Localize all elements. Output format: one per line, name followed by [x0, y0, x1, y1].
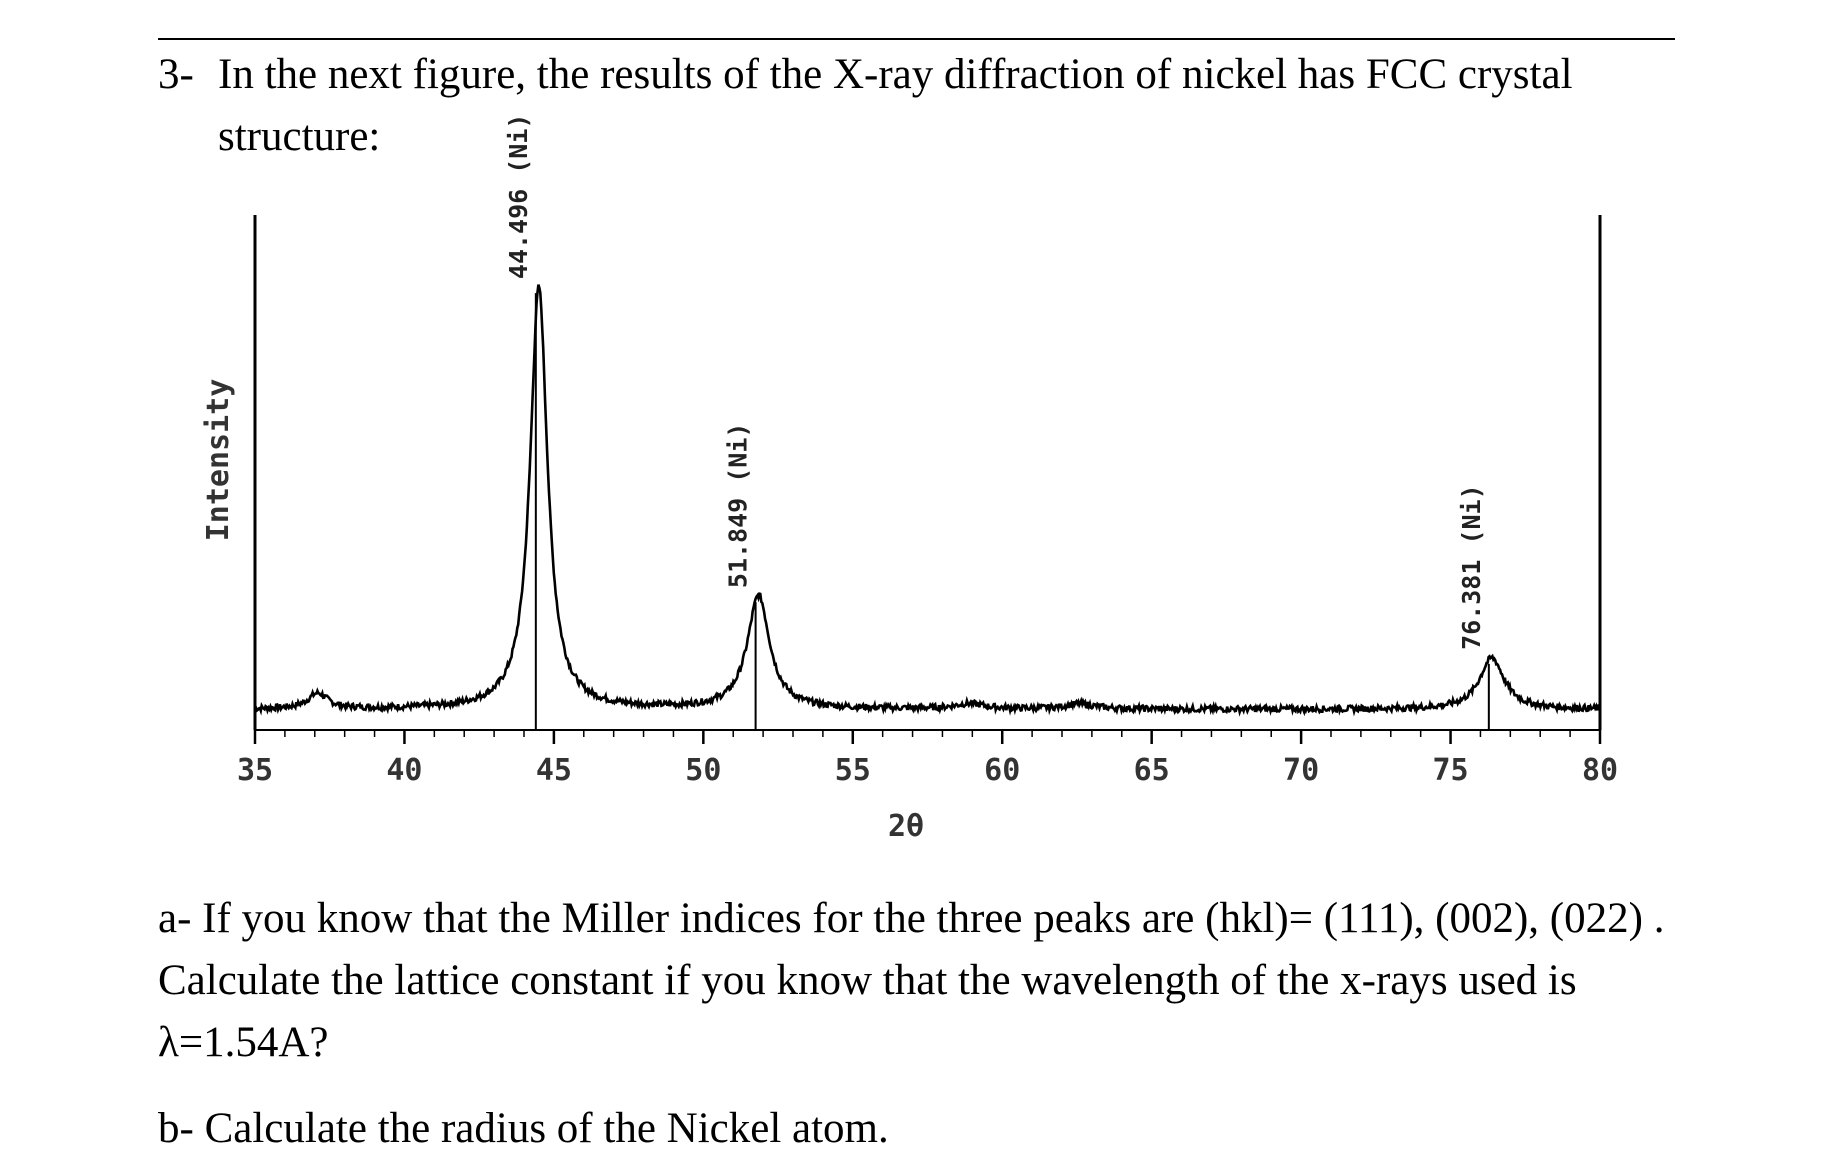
peak-label: 51.849 (Ni) [724, 423, 753, 589]
peak-marker-lines [534, 293, 1490, 730]
x-tick-label: 35 [237, 753, 273, 788]
chart-axes [253, 215, 1602, 731]
part-b-text: Calculate the radius of the Nickel atom. [204, 1105, 889, 1152]
question-number: 3- [158, 51, 194, 98]
peak-labels: 44.496 (Ni) 51.849 (Ni) 76.381 (Ni) [504, 114, 1486, 650]
x-tick-label: 40 [386, 753, 422, 788]
x-tick-label: 55 [835, 753, 871, 788]
top-rule [158, 38, 1675, 40]
x-tick-label: 65 [1134, 753, 1170, 788]
x-tick-label: 45 [536, 753, 572, 788]
series-line [254, 284, 1602, 717]
x-tick-label: 70 [1283, 753, 1319, 788]
y-axis-label: Intensity [201, 379, 236, 542]
part-a-text: If you know that the Miller indices for … [158, 895, 1676, 1066]
x-tick-label: 50 [685, 753, 721, 788]
part-a: a- If you know that the Miller indices f… [158, 888, 1678, 1074]
part-b: b- Calculate the radius of the Nickel at… [158, 1098, 1678, 1160]
x-axis-label: 2θ [888, 809, 924, 844]
x-ticks: 35 40 45 50 55 60 65 70 75 80 [237, 730, 1618, 788]
peak-label: 76.381 (Ni) [1457, 484, 1486, 650]
x-tick-label: 75 [1432, 753, 1468, 788]
part-b-label: b- [158, 1105, 194, 1152]
question-text: In the next figure, the results of the X… [218, 51, 1573, 160]
part-a-label: a- [158, 895, 192, 942]
x-tick-label: 60 [984, 753, 1020, 788]
x-tick-label: 80 [1582, 753, 1618, 788]
peak-label: 44.496 (Ni) [504, 114, 533, 280]
